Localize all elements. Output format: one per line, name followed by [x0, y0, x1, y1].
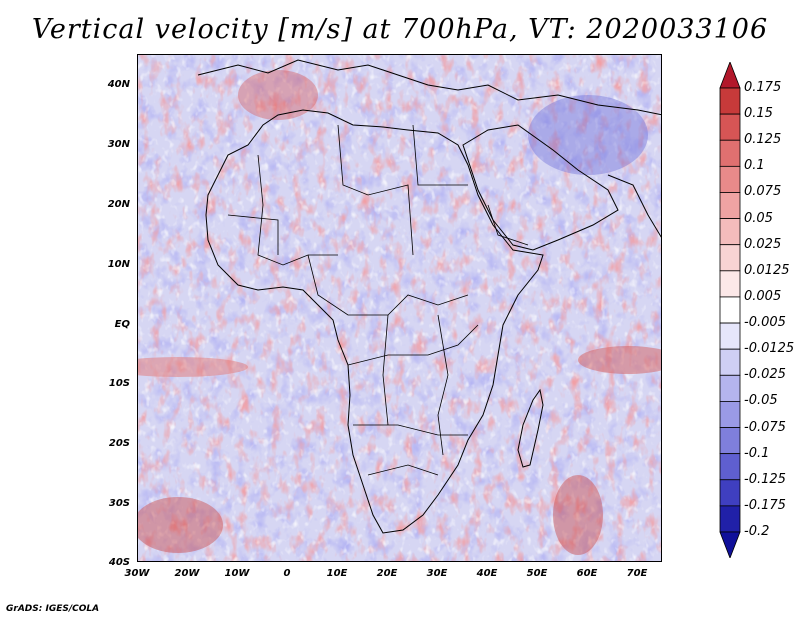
lon-label-70e: 70E — [626, 568, 648, 579]
colorbar — [719, 62, 741, 558]
lat-label-10n: 10N — [107, 259, 130, 270]
colorbar-bottom-arrow — [719, 531, 741, 558]
storm-south-west — [138, 497, 223, 553]
arabia-coastline — [462, 124, 619, 251]
grads-credit: GrADS: IGES/COLA — [6, 604, 100, 614]
coastlines — [197, 59, 661, 534]
lat-label-eq: EQ — [114, 319, 130, 330]
colorbar-segment — [719, 427, 741, 455]
lon-label-20e: 20E — [376, 568, 398, 579]
colorbar-segment — [719, 244, 741, 272]
lat-label-10s: 10S — [108, 378, 130, 389]
colorbar-segment — [719, 113, 741, 141]
storm-south-east — [553, 475, 603, 555]
colorbar-label: -0.175 — [744, 497, 786, 513]
mediterranean-red-patch — [238, 70, 318, 120]
lon-label-40e: 40E — [476, 568, 498, 579]
colorbar-segment — [719, 322, 741, 350]
country-borders — [227, 124, 529, 476]
lat-label-40s: 40S — [108, 557, 130, 568]
colorbar-segment — [719, 87, 741, 115]
lon-label-30e: 30E — [426, 568, 448, 579]
colorbar-segment — [719, 348, 741, 376]
lon-label-50e: 50E — [526, 568, 548, 579]
colorbar-label: 0.125 — [744, 132, 782, 148]
band-tropical-south-west — [138, 357, 248, 377]
colorbar-label: 0.025 — [744, 236, 782, 252]
lat-label-30n: 30N — [107, 139, 130, 150]
colorbar-label: -0.2 — [744, 524, 770, 539]
lon-label-20w: 20W — [174, 568, 200, 579]
colorbar-segment — [719, 192, 741, 219]
colorbar-label: 0.0125 — [744, 262, 790, 278]
colorbar-top-arrow — [719, 62, 741, 89]
neutral-motion-texture — [138, 55, 661, 561]
lon-label-30w: 30W — [124, 568, 150, 579]
colorbar-label: 0.1 — [744, 158, 765, 174]
europe-coastline — [197, 59, 661, 116]
africa-coastline — [205, 109, 544, 534]
colorbar-segment — [719, 270, 741, 298]
colorbar-segment — [719, 139, 741, 167]
lon-label-60e: 60E — [576, 568, 598, 579]
india-coastline — [607, 174, 661, 238]
colorbar-label: 0.005 — [744, 288, 782, 304]
colorbar-label: 0.15 — [744, 106, 773, 122]
lon-label-10e: 10E — [326, 568, 348, 579]
lat-label-20s: 20S — [108, 438, 130, 449]
colorbar-segment — [719, 453, 741, 481]
lat-label-20n: 20N — [107, 199, 130, 210]
colorbar-label: -0.05 — [744, 393, 778, 409]
colorbar-segment — [719, 401, 741, 428]
colorbar-label: -0.005 — [744, 315, 786, 331]
mideast-blue-patch — [528, 95, 648, 175]
colorbar-segment — [719, 165, 741, 193]
lat-label-30s: 30S — [108, 498, 130, 509]
lon-label-10w: 10W — [224, 568, 250, 579]
colorbar-label: 0.175 — [744, 80, 782, 95]
madagascar-coastline — [517, 388, 544, 468]
colorbar-label: -0.1 — [744, 445, 770, 461]
lat-label-40n: 40N — [107, 79, 130, 90]
velocity-field-map — [138, 55, 661, 561]
colorbar-segment — [719, 505, 741, 533]
colorbar-label: -0.125 — [744, 471, 786, 487]
lon-label-0: 0 — [283, 568, 291, 579]
colorbar-segment — [719, 218, 741, 246]
colorbar-segment — [719, 296, 741, 324]
map-panel — [137, 54, 662, 562]
band-tropical-south-east — [578, 346, 661, 374]
colorbar-label: 0.05 — [744, 210, 773, 226]
colorbar-label: -0.0125 — [744, 341, 795, 357]
colorbar-label: -0.025 — [744, 367, 786, 383]
map-title: Vertical velocity [m/s] at 700hPa, VT: 2… — [31, 14, 769, 45]
colorbar-segment — [719, 479, 741, 507]
colorbar-segment — [719, 374, 741, 402]
colorbar-label: 0.075 — [744, 184, 782, 200]
colorbar-label: -0.075 — [744, 419, 786, 435]
